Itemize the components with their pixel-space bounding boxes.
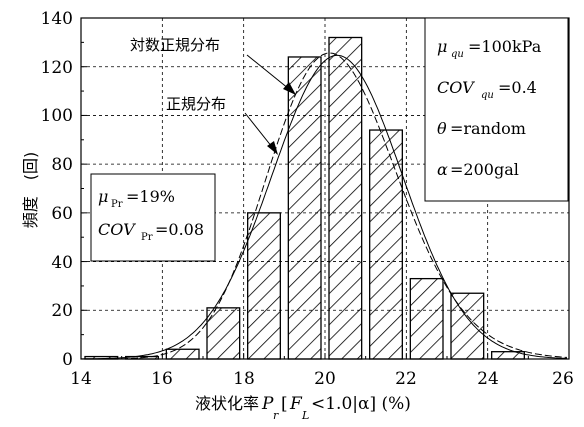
param-mu-sub: qu <box>451 49 464 60</box>
param-cov-sub: qu <box>481 90 494 101</box>
histogram-bar <box>287 56 322 360</box>
axis-ticks <box>80 17 570 360</box>
param-mu-value: =100kPa <box>468 37 542 56</box>
x-axis-title: 液状化率 P r [ F L <1.0|α] (%) <box>195 394 411 422</box>
x-tick-label: 22 <box>395 369 417 389</box>
x-axis-sub-r: r <box>273 409 279 422</box>
histogram-bar <box>450 292 485 360</box>
y-tick-label: 80 <box>51 155 73 175</box>
stats-cov-sub: Pr <box>141 232 153 243</box>
stats-cov-symbol: COV <box>98 220 136 239</box>
x-axis-bracket: [ <box>281 394 288 414</box>
lognormal-curve-label: 対数正規分布 <box>130 36 220 54</box>
stats-mu-symbol: μ <box>98 187 108 206</box>
param-alpha-symbol: α <box>437 160 448 179</box>
y-tick-labels: 0 20 40 60 80 100 120 140 <box>41 9 73 370</box>
param-cov-symbol: COV <box>437 78 475 97</box>
parameters-box-frame <box>424 17 569 202</box>
x-tick-label: 18 <box>233 369 255 389</box>
lognormal-curve-arrowhead <box>283 82 296 95</box>
param-theta-value: =random <box>450 119 526 138</box>
param-mu-symbol: μ <box>437 37 447 56</box>
histogram-bar <box>328 36 363 360</box>
y-tick-label: 120 <box>41 58 73 78</box>
histogram-bar <box>247 212 281 360</box>
y-axis-title: 頻度 (回) <box>21 152 40 229</box>
x-axis-symbol-f: F <box>289 394 303 414</box>
histogram-bar <box>165 348 200 360</box>
normal-curve-label: 正規分布 <box>166 95 226 113</box>
x-axis-title-main: 液状化率 <box>195 394 259 413</box>
x-tick-label: 20 <box>314 369 336 389</box>
histogram-bar <box>369 129 403 360</box>
x-tick-labels: 14 16 18 20 22 24 26 <box>70 369 574 389</box>
y-tick-label: 60 <box>51 204 73 224</box>
stats-cov-value: =0.08 <box>155 220 204 239</box>
y-tick-label: 40 <box>51 253 73 273</box>
x-axis-sub-l: L <box>301 409 309 422</box>
stats-mu-sub: Pr <box>111 199 123 210</box>
x-tick-label: 26 <box>552 369 574 389</box>
param-alpha-value: =200gal <box>450 160 519 179</box>
normal-curve-arrowhead <box>267 141 278 155</box>
histogram-bar <box>409 277 444 360</box>
x-axis-tail: <1.0|α] (%) <box>311 394 411 414</box>
stats-box: μ Pr =19% COV Pr =0.08 <box>90 173 216 262</box>
y-tick-label: 100 <box>41 106 73 126</box>
param-cov-value: =0.4 <box>498 78 537 97</box>
normal-curve <box>81 54 568 359</box>
param-theta-symbol: θ <box>437 119 447 138</box>
y-tick-label: 0 <box>62 350 73 370</box>
stats-mu-value: =19% <box>126 187 175 206</box>
y-tick-label: 20 <box>51 301 73 321</box>
x-tick-label: 16 <box>151 369 173 389</box>
x-axis-symbol-p: P <box>261 394 274 414</box>
x-tick-label: 24 <box>477 369 499 389</box>
histogram-bar <box>206 307 241 360</box>
stats-box-frame <box>90 173 216 262</box>
x-tick-label: 14 <box>70 369 92 389</box>
y-tick-label: 140 <box>41 9 73 29</box>
parameters-box: μ qu =100kPa COV qu =0.4 θ =random α =20… <box>424 17 569 202</box>
